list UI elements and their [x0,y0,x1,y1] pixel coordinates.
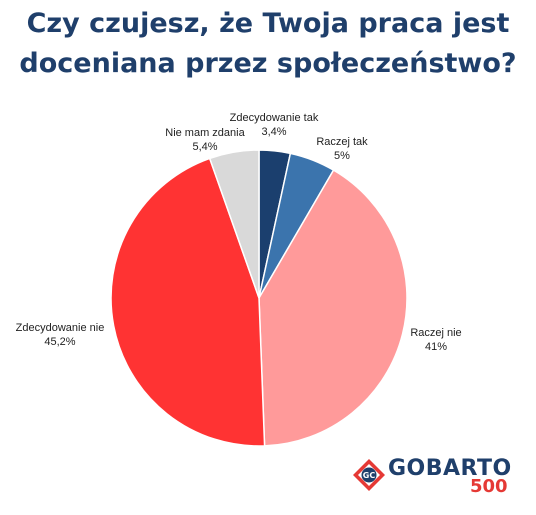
slice-label-text: Zdecydowanie nie [15,322,105,334]
slice-label-value: 5% [334,150,350,162]
pie-slice-nie-mam-zdania [208,149,260,299]
slice-label-nie-mam-zdania: Nie mam zdania 5,4% [150,126,260,154]
logo-word: GOBARTO [388,456,512,481]
slice-label-raczej-tak: Raczej tak 5% [306,135,378,163]
slice-label-value: 3,4% [261,126,287,138]
slice-label-zdecydowanie-tak: Zdecydowanie tak 3,4% [214,111,334,139]
slice-label-zdecydowanie-nie: Zdecydowanie nie 45,2% [4,321,116,349]
slice-label-value: 5,4% [192,141,218,153]
chart-title-line-2: doceniana przez społeczeństwo? [19,48,517,79]
pie-slice-zdecydowanie-nie [110,157,266,447]
slice-label-text: Raczej tak [316,136,368,148]
logo-number: 500 [470,476,508,497]
chart-title: Czy czujesz, że Twoja praca jest docenia… [0,4,536,84]
slice-label-text: Raczej nie [410,327,462,339]
slice-label-text: Zdecydowanie tak [229,112,319,124]
gc-badge-text: GC [363,471,376,480]
gc-badge-icon: GC [353,459,385,491]
chart-title-line-1: Czy czujesz, że Twoja praca jest [26,8,510,39]
slice-label-text: Nie mam zdania [165,127,245,139]
slice-label-raczej-nie: Raczej nie 41% [400,326,472,354]
gobarto-logo: GC GOBARTO 500 [352,454,522,502]
pie-slice-raczej-nie [258,169,408,447]
slice-label-value: 41% [424,341,448,353]
slice-label-value: 45,2% [44,336,76,348]
